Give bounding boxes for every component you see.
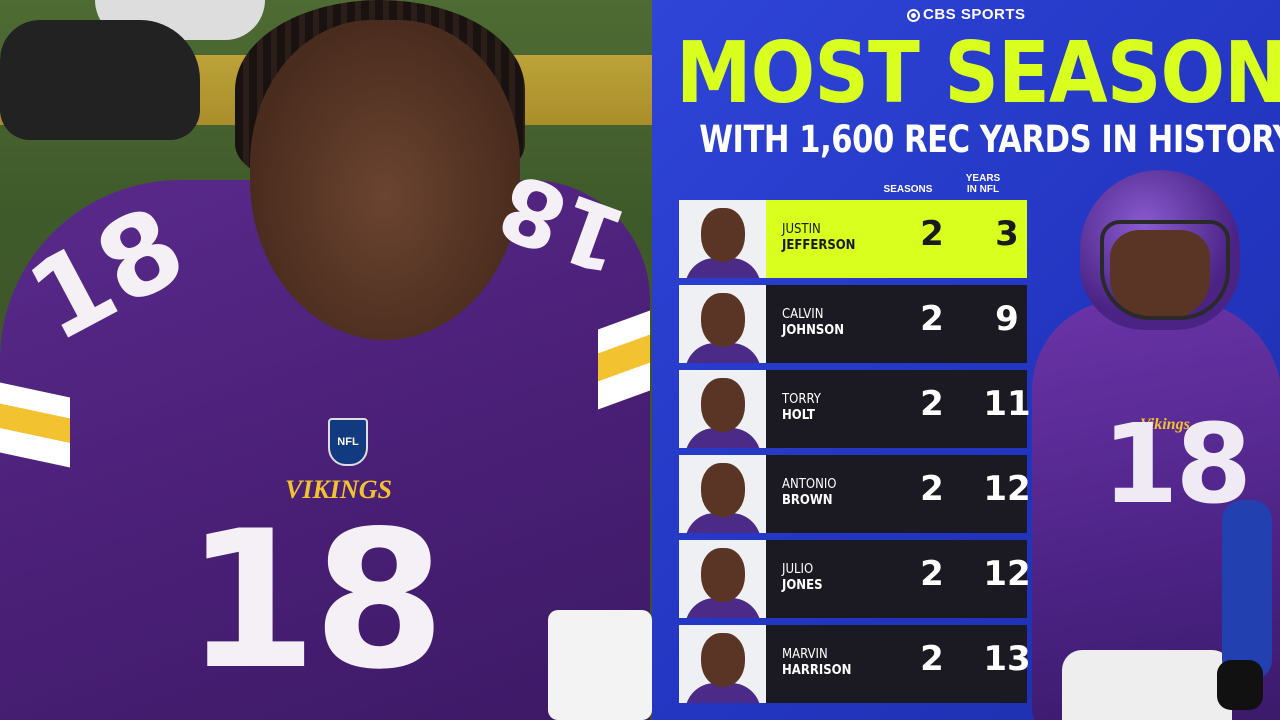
column-header-years-line1: YEARS — [965, 173, 1001, 184]
headshot-face — [701, 293, 745, 347]
player-name: JULIO JONES — [782, 562, 892, 594]
shoe-black — [0, 20, 200, 140]
years-value: 9 — [995, 299, 1019, 339]
headshot-face — [701, 633, 745, 687]
jersey-number: 18 — [185, 490, 445, 711]
seasons-value: 2 — [920, 214, 944, 254]
brand-label: CBS SPORTS — [923, 6, 1026, 23]
player-name: ANTONIO BROWN — [782, 477, 892, 509]
seasons-value: 2 — [920, 384, 944, 424]
player-headshot — [679, 285, 766, 363]
player-last-name: BROWN — [782, 493, 833, 508]
table-row: MARVIN HARRISON 2 13 — [679, 625, 1031, 703]
years-value: 12 — [983, 469, 1031, 509]
years-value: 3 — [995, 214, 1019, 254]
graphic-title: MOST SEASONS — [676, 22, 1280, 123]
player-last-name: HARRISON — [782, 663, 852, 678]
table-row: JUSTIN JEFFERSON 2 3 — [679, 200, 1027, 278]
cbs-sports-logo: CBS SPORTS — [907, 6, 1026, 23]
column-header-years: YEARS IN NFL — [952, 173, 1014, 195]
player-photo-left: 18 18 NFL VIKINGS 18 — [0, 0, 652, 720]
facemask — [1100, 220, 1230, 320]
player-name: JUSTIN JEFFERSON — [782, 222, 892, 254]
player-last-name: JEFFERSON — [782, 238, 856, 253]
headshot-face — [701, 548, 745, 602]
wristband — [548, 610, 652, 720]
player-first-name: TORRY — [782, 392, 821, 407]
headshot-face — [701, 208, 745, 262]
player-first-name: ANTONIO — [782, 477, 837, 492]
headshot-shoulders — [685, 343, 761, 363]
years-value: 11 — [983, 384, 1031, 424]
column-header-years-line2: IN NFL — [966, 184, 1000, 195]
cbs-eye-icon — [907, 9, 920, 22]
table-row: CALVIN JOHNSON 2 9 — [679, 285, 1027, 363]
graphic-subtitle: WITH 1,600 REC YARDS IN HISTORY — [699, 118, 1280, 161]
table-row: ANTONIO BROWN 2 12 — [679, 455, 1031, 533]
seasons-value: 2 — [920, 299, 944, 339]
headshot-shoulders — [685, 258, 761, 278]
player-first-name: JULIO — [782, 562, 814, 577]
headshot-shoulders — [685, 428, 761, 448]
table-row: JULIO JONES 2 12 — [679, 540, 1031, 618]
headshot-shoulders — [685, 683, 761, 703]
headshot-face — [701, 463, 745, 517]
player-headshot — [679, 370, 766, 448]
player-name: MARVIN HARRISON — [782, 647, 892, 679]
player-head — [250, 20, 520, 340]
player-name: TORRY HOLT — [782, 392, 892, 424]
player-last-name: JOHNSON — [782, 323, 845, 338]
arm-sleeve — [1222, 500, 1272, 680]
player-headshot — [679, 540, 766, 618]
headshot-shoulders — [685, 598, 761, 618]
nfl-shield-icon: NFL — [328, 418, 368, 466]
player-first-name: JUSTIN — [782, 222, 821, 237]
years-value: 12 — [983, 554, 1031, 594]
seasons-value: 2 — [920, 469, 944, 509]
team-wordmark: VIKINGS — [285, 475, 392, 504]
player-name: CALVIN JOHNSON — [782, 307, 892, 339]
column-header-seasons: SEASONS — [883, 184, 933, 195]
seasons-value: 2 — [920, 639, 944, 679]
player-last-name: HOLT — [782, 408, 816, 423]
headshot-face — [701, 378, 745, 432]
years-value: 13 — [983, 639, 1031, 679]
glove — [1217, 660, 1263, 710]
table-row: TORRY HOLT 2 11 — [679, 370, 1031, 448]
player-last-name: JONES — [782, 578, 823, 593]
seasons-value: 2 — [920, 554, 944, 594]
player-first-name: CALVIN — [782, 307, 824, 322]
headshot-shoulders — [685, 513, 761, 533]
player-headshot — [679, 625, 766, 703]
player-headshot — [679, 455, 766, 533]
player-photo-right: Vikings 18 — [1022, 170, 1280, 720]
player-pants — [1062, 650, 1232, 720]
player-first-name: MARVIN — [782, 647, 828, 662]
stats-graphic: CBS SPORTS MOST SEASONS WITH 1,600 REC Y… — [652, 0, 1280, 720]
player-wordmark: Vikings — [1140, 416, 1190, 433]
player-headshot — [679, 200, 766, 278]
sleeve-stripe-left — [0, 382, 70, 468]
